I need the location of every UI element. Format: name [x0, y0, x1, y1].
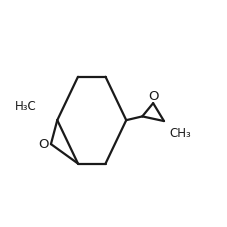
Text: O: O: [147, 89, 158, 103]
Text: H₃C: H₃C: [14, 100, 36, 113]
Text: O: O: [38, 138, 49, 151]
Text: CH₃: CH₃: [169, 127, 190, 140]
